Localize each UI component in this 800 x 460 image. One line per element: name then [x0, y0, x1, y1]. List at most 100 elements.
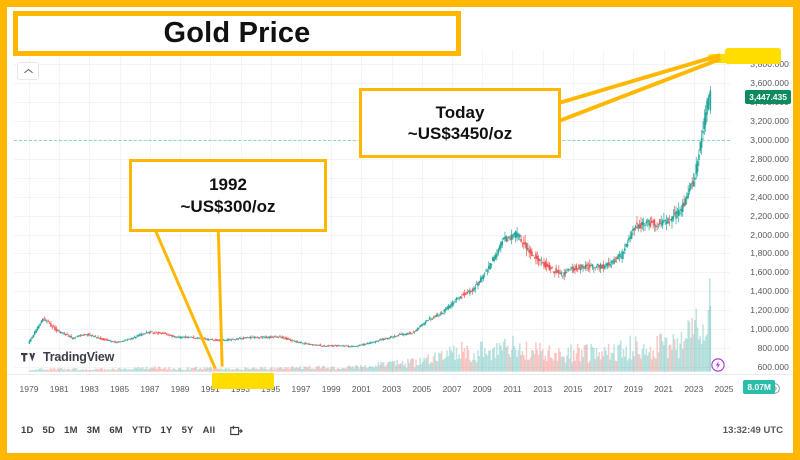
- chevron-up-icon: [23, 68, 33, 74]
- time-axis-label: 1991: [200, 384, 220, 394]
- candlestick-series: [28, 86, 712, 372]
- time-axis-label: 2019: [623, 384, 643, 394]
- price-axis-label: 1,200.000: [750, 305, 789, 316]
- range-button-3m[interactable]: 3M: [86, 425, 101, 436]
- time-axis-label: 1985: [110, 384, 130, 394]
- time-axis[interactable]: 1979 1981 1983 1985 1987 1989 1991 1993 1995 1997…: [7, 374, 793, 408]
- time-axis-label: 2021: [654, 384, 674, 394]
- gridline-horizontal: [14, 82, 730, 84]
- time-axis-label: 1993: [231, 384, 250, 394]
- gridline-vertical: [361, 50, 363, 375]
- gridline-vertical: [119, 50, 121, 375]
- annotation-1992-line2: ~US$300/oz: [180, 196, 276, 216]
- price-axis[interactable]: 3,447.435 8.07M 3,800.0003,600.0003,400.…: [730, 50, 793, 408]
- highlight-1992: [212, 373, 274, 389]
- price-axis-label: 1,000.000: [750, 324, 789, 335]
- time-axis-label: 2001: [351, 384, 371, 394]
- gridline-vertical: [512, 50, 514, 375]
- annotation-today-line2: ~US$3450/oz: [407, 124, 513, 143]
- price-axis-label: 2,200.000: [750, 210, 789, 221]
- price-axis-label: 1,600.000: [750, 267, 789, 278]
- price-axis-label: 1,800.000: [750, 248, 789, 259]
- calendar-range-icon[interactable]: [229, 424, 244, 438]
- volume-value-badge: 8.07M: [743, 380, 775, 395]
- gridline-vertical: [391, 50, 393, 375]
- gridline-vertical: [452, 50, 454, 375]
- tradingview-logo-icon: [21, 352, 36, 361]
- price-axis-label: 2,800.000: [750, 153, 789, 164]
- time-axis-label: 2017: [593, 384, 613, 394]
- time-axis-label: 1997: [291, 384, 311, 394]
- price-axis-label: 3,200.000: [750, 115, 789, 126]
- gridline-vertical: [724, 50, 725, 375]
- gridline-horizontal: [14, 64, 730, 65]
- gridline-vertical: [693, 50, 695, 375]
- gridline-horizontal: [14, 253, 730, 255]
- gridline-horizontal: [14, 272, 730, 274]
- watermark: TradingView: [21, 350, 114, 364]
- gridline-vertical: [29, 50, 30, 375]
- range-button-ytd[interactable]: YTD: [131, 425, 152, 436]
- time-axis-label: 2011: [503, 384, 522, 394]
- range-button-5d[interactable]: 5D: [42, 425, 56, 436]
- price-axis-label: 2,400.000: [750, 191, 789, 202]
- time-axis-label: 2023: [684, 384, 704, 394]
- gridline-horizontal: [14, 367, 730, 369]
- gridline-horizontal: [14, 158, 730, 160]
- range-button-1y[interactable]: 1Y: [160, 425, 173, 436]
- time-axis-label: 2025: [714, 384, 734, 394]
- gridline-horizontal: [14, 291, 730, 293]
- price-axis-label: 800.000: [757, 343, 789, 354]
- time-axis-label: 2005: [412, 384, 432, 394]
- gridline-vertical: [89, 50, 91, 375]
- price-axis-label: 2,600.000: [750, 172, 789, 183]
- gridline-vertical: [482, 50, 484, 375]
- time-axis-label: 2007: [442, 384, 462, 394]
- range-button-5y[interactable]: 5Y: [181, 425, 194, 436]
- gridline-vertical: [633, 50, 635, 375]
- time-axis-label: 1995: [261, 384, 281, 394]
- range-button-6m[interactable]: 6M: [109, 425, 123, 436]
- current-price-badge: 3,447.435: [745, 90, 791, 105]
- price-axis-label: 3,000.000: [750, 134, 789, 145]
- range-button-1d[interactable]: 1D: [21, 425, 34, 436]
- watermark-label: TradingView: [43, 350, 115, 364]
- time-axis-label: 1999: [321, 384, 341, 394]
- price-axis-label: 3,800.000: [750, 59, 789, 69]
- time-axis-label: 2009: [472, 384, 492, 394]
- gridline-horizontal: [14, 329, 730, 331]
- time-axis-label: 1979: [19, 384, 39, 394]
- bottom-toolbar[interactable]: 1D 5D 1M 3M 6M YTD 1Y 5Y All 13:32:49 UTC: [7, 408, 793, 453]
- price-axis-label: 2,000.000: [750, 229, 789, 240]
- time-axis-label: 2015: [563, 384, 583, 394]
- gridline-vertical: [663, 50, 665, 375]
- gridline-horizontal: [14, 348, 730, 350]
- clock-label: 13:32:49 UTC: [722, 425, 783, 436]
- price-axis-label: 1,400.000: [750, 286, 789, 297]
- time-axis-label: 1989: [170, 384, 190, 394]
- annotation-today: Today ~US$3450/oz: [359, 88, 561, 158]
- gridline-horizontal: [14, 196, 730, 198]
- gridline-horizontal: [14, 234, 730, 236]
- lightning-circle-icon[interactable]: [711, 358, 725, 372]
- time-axis-label: 2003: [382, 384, 402, 394]
- price-axis-label: 600.000: [757, 362, 789, 373]
- annotation-1992-line1: 1992: [209, 175, 247, 195]
- range-button-1m[interactable]: 1M: [64, 425, 78, 436]
- time-axis-label: 1981: [49, 384, 69, 394]
- gridline-horizontal: [14, 177, 730, 179]
- chart-title-card: Gold Price: [13, 11, 461, 56]
- gridline-horizontal: [14, 215, 730, 217]
- gridline-vertical: [542, 50, 544, 375]
- collapse-pane-button[interactable]: [17, 62, 39, 80]
- range-button-all[interactable]: All: [202, 425, 216, 436]
- range-selector[interactable]: 1D 5D 1M 3M 6M YTD 1Y 5Y All: [21, 425, 215, 436]
- gridline-vertical: [603, 50, 605, 375]
- annotation-today-line1: Today: [435, 102, 485, 122]
- annotation-1992: 1992 ~US$300/oz: [129, 159, 327, 232]
- gridline-vertical: [59, 50, 61, 375]
- price-axis-label: 3,600.000: [750, 77, 789, 88]
- gridline-vertical: [331, 50, 333, 375]
- time-axis-label: 2013: [533, 384, 553, 394]
